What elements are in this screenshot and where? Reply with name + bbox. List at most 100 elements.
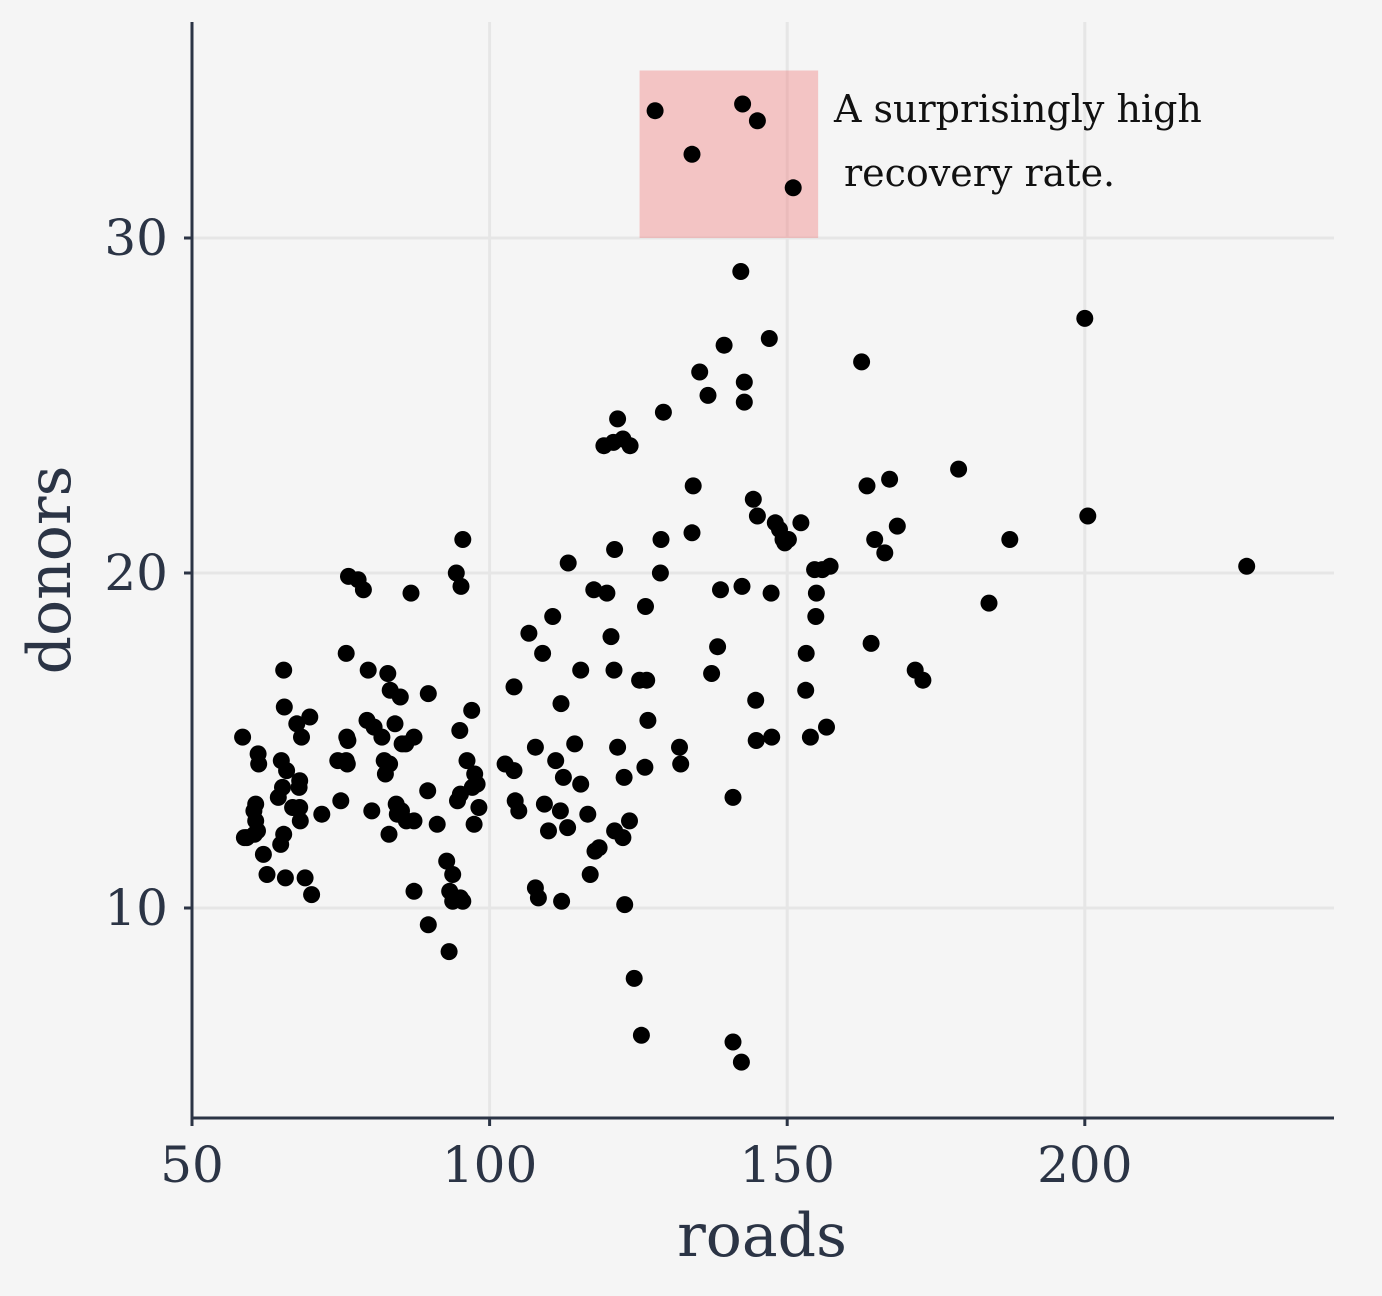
- data-point: [712, 581, 729, 599]
- data-point: [881, 470, 899, 488]
- data-point: [559, 819, 577, 837]
- data-point: [419, 685, 437, 703]
- data-point: [553, 892, 571, 910]
- annotation-text-line1: A surprisingly high: [833, 87, 1202, 131]
- data-point: [590, 839, 608, 857]
- data-point: [505, 678, 523, 696]
- data-point: [303, 886, 321, 904]
- data-point: [291, 799, 309, 816]
- data-point: [858, 477, 876, 495]
- data-point: [625, 969, 643, 987]
- data-point: [379, 665, 397, 682]
- data-point: [566, 735, 584, 753]
- data-point: [616, 896, 634, 914]
- data-point: [438, 852, 456, 870]
- data-point: [470, 799, 488, 816]
- x-axis-title: roads: [677, 1201, 847, 1271]
- data-point: [551, 802, 569, 820]
- data-point: [632, 1026, 650, 1044]
- data-point: [980, 594, 998, 612]
- data-point: [275, 825, 293, 843]
- data-point: [440, 943, 458, 961]
- data-point: [598, 584, 616, 602]
- data-point: [709, 638, 727, 656]
- data-point: [359, 661, 377, 679]
- data-point: [544, 608, 562, 625]
- data-point: [615, 768, 633, 786]
- data-point: [463, 701, 481, 719]
- data-point: [733, 577, 751, 595]
- data-point: [293, 728, 310, 746]
- data-point: [534, 644, 552, 662]
- data-point: [428, 815, 446, 833]
- data-point: [444, 866, 462, 883]
- data-point: [526, 738, 544, 756]
- data-point: [748, 112, 766, 130]
- data-point: [258, 866, 276, 883]
- y-axis-title: donors: [15, 466, 85, 675]
- data-point: [520, 624, 538, 642]
- data-point: [683, 524, 701, 542]
- data-point: [585, 581, 603, 599]
- data-point: [529, 889, 547, 907]
- data-point: [797, 681, 815, 699]
- data-point: [801, 728, 819, 746]
- data-point: [760, 330, 778, 347]
- data-point: [914, 671, 932, 689]
- data-point: [762, 584, 780, 602]
- data-point: [234, 728, 252, 746]
- data-point: [554, 768, 572, 786]
- data-point: [250, 755, 268, 773]
- data-point: [652, 531, 670, 548]
- data-point: [581, 866, 599, 883]
- data-point: [354, 581, 372, 599]
- data-point: [339, 732, 357, 749]
- data-point: [684, 477, 702, 495]
- data-point: [301, 708, 319, 726]
- grid-lines: [192, 22, 1334, 1118]
- x-tick-label: 100: [442, 1136, 537, 1194]
- data-point: [888, 517, 906, 535]
- tick-labels: 50 100 150 200 10 20 30: [104, 209, 1132, 1194]
- data-point: [732, 263, 750, 280]
- data-point: [763, 728, 781, 746]
- data-point: [419, 916, 437, 934]
- data-point: [1076, 309, 1094, 327]
- y-tick-label: 20: [104, 544, 168, 602]
- data-point: [363, 802, 381, 820]
- data-point: [595, 437, 613, 455]
- data-point: [691, 363, 709, 381]
- data-point: [792, 514, 810, 532]
- data-point: [465, 815, 483, 833]
- data-point: [747, 732, 765, 749]
- data-point: [291, 812, 309, 830]
- data-point: [1238, 557, 1256, 575]
- data-point: [734, 95, 752, 113]
- y-tick-label: 30: [104, 209, 168, 267]
- data-point: [552, 695, 570, 713]
- data-point: [784, 179, 802, 197]
- data-point: [636, 758, 654, 776]
- data-point: [735, 373, 753, 391]
- data-point: [748, 507, 766, 525]
- data-point: [535, 795, 553, 813]
- y-tick-label: 10: [104, 879, 168, 937]
- data-point: [609, 738, 627, 756]
- data-point: [724, 1033, 742, 1051]
- data-point: [1001, 531, 1019, 548]
- data-point: [405, 812, 423, 830]
- data-point: [458, 752, 476, 770]
- data-point: [505, 762, 523, 780]
- data-point: [405, 882, 423, 900]
- data-point: [559, 554, 577, 572]
- data-point: [807, 608, 825, 625]
- annotation-text-line2: recovery rate.: [844, 151, 1115, 195]
- x-tick-label: 200: [1037, 1136, 1132, 1194]
- data-point: [651, 564, 669, 582]
- data-point: [380, 825, 398, 843]
- data-point: [606, 541, 624, 558]
- highlight-region: [639, 70, 819, 238]
- data-point: [638, 671, 656, 689]
- data-point: [313, 805, 331, 823]
